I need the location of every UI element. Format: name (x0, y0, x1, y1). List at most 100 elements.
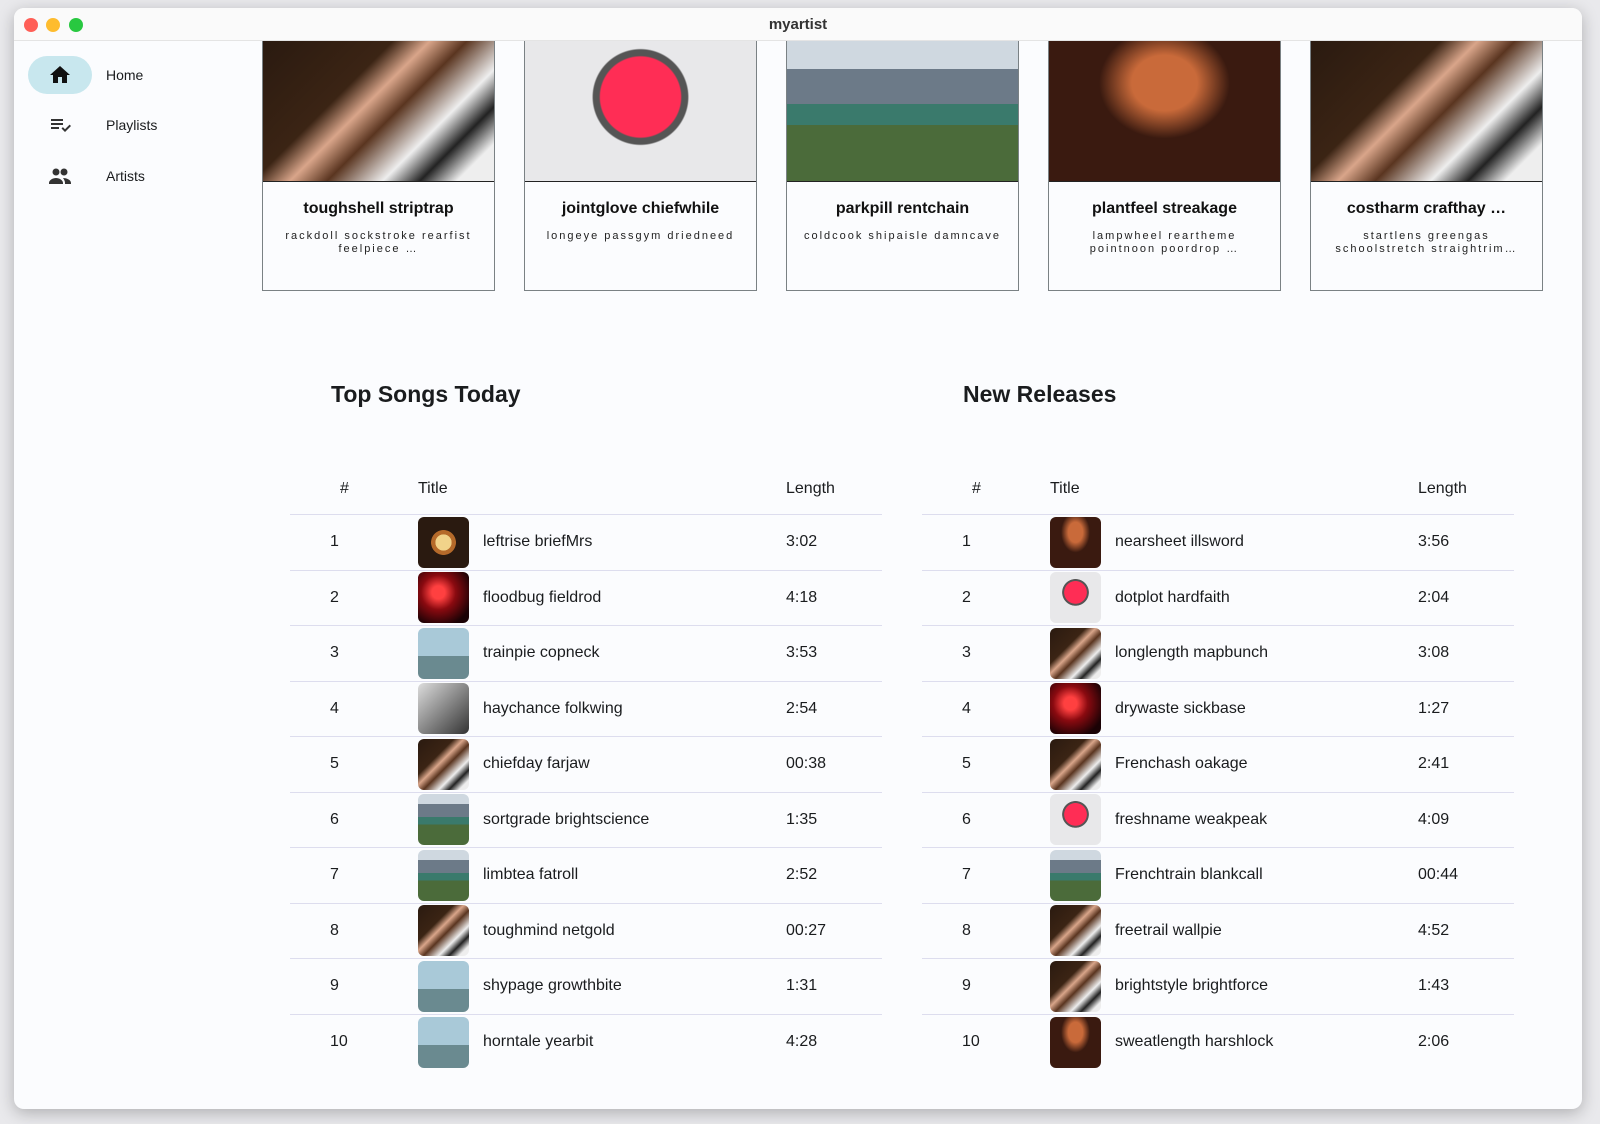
song-length: 3:56 (1418, 533, 1450, 551)
song-title: trainpie copneck (483, 644, 600, 662)
playlist-check-icon (28, 106, 92, 144)
song-title: brightstyle brightforce (1115, 977, 1268, 995)
app-window: myartist Home Playlists Artists toughshe… (14, 8, 1582, 1109)
table-row[interactable]: 10 sweatlength harshlock 2:06 (922, 1015, 1514, 1071)
close-window-button[interactable] (24, 18, 38, 32)
row-number: 3 (330, 644, 339, 662)
row-number: 2 (330, 588, 339, 606)
table-row[interactable]: 5 chiefday farjaw 00:38 (290, 737, 882, 793)
song-title: freshname weakpeak (1115, 810, 1268, 828)
song-title: longlength mapbunch (1115, 644, 1269, 662)
row-number: 6 (330, 810, 339, 828)
playlist-card[interactable]: toughshell striptrap rackdoll sockstroke… (262, 41, 495, 291)
row-number: 7 (330, 866, 339, 884)
song-thumbnail (1050, 572, 1101, 624)
song-thumbnail (418, 572, 469, 624)
sidebar-item-artists[interactable]: Artists (28, 157, 228, 195)
card-subtitle: coldcook shipaisle damncave (803, 230, 1002, 242)
table-row[interactable]: 10 horntale yearbit 4:28 (290, 1015, 882, 1071)
song-length: 1:43 (1418, 977, 1450, 995)
row-number: 8 (962, 921, 971, 939)
song-title: dotplot hardfaith (1115, 588, 1230, 606)
row-number: 9 (962, 977, 971, 995)
song-thumbnail (1050, 849, 1101, 901)
song-thumbnail (1050, 1016, 1101, 1068)
playlist-card[interactable]: costharm crafthay … startlens greengas s… (1310, 41, 1543, 291)
row-number: 4 (962, 699, 971, 717)
row-number: 9 (330, 977, 339, 995)
table-row[interactable]: 6 sortgrade brightscience 1:35 (290, 793, 882, 848)
song-title: Frenchtrain blankcall (1115, 866, 1263, 884)
table-row[interactable]: 8 freetrail wallpie 4:52 (922, 904, 1514, 959)
row-number: 5 (330, 755, 339, 773)
song-title: drywaste sickbase (1115, 699, 1246, 717)
table-row[interactable]: 5 Frenchash oakage 2:41 (922, 737, 1514, 793)
table-row[interactable]: 9 shypage growthbite 1:31 (290, 959, 882, 1015)
card-subtitle: startlens greengas schoolstretch straigh… (1335, 230, 1518, 255)
row-number: 4 (330, 699, 339, 717)
card-subtitle: longeye passgym driedneed (546, 230, 735, 242)
column-header-title: Title (1050, 479, 1080, 497)
table-header: # Title Length (290, 463, 882, 515)
song-title: floodbug fieldrod (483, 588, 602, 606)
table-row[interactable]: 7 limbtea fatroll 2:52 (290, 848, 882, 904)
song-thumbnail (1050, 905, 1101, 957)
card-image (787, 41, 1018, 182)
row-number: 8 (330, 921, 339, 939)
song-length: 2:04 (1418, 588, 1450, 606)
playlist-card[interactable]: jointglove chiefwhile longeye passgym dr… (524, 41, 757, 291)
song-thumbnail (418, 960, 469, 1012)
column-header-length: Length (786, 479, 835, 497)
top-songs-title: Top Songs Today (331, 381, 521, 407)
table-row[interactable]: 4 haychance folkwing 2:54 (290, 682, 882, 737)
title-bar: myartist (14, 8, 1582, 41)
table-row[interactable]: 8 toughmind netgold 00:27 (290, 904, 882, 959)
table-row[interactable]: 3 trainpie copneck 3:53 (290, 626, 882, 682)
song-thumbnail (1050, 683, 1101, 735)
sidebar-item-home[interactable]: Home (28, 56, 228, 94)
song-title: shypage growthbite (483, 977, 622, 995)
song-thumbnail (418, 627, 469, 679)
column-header-title: Title (418, 479, 448, 497)
table-row[interactable]: 6 freshname weakpeak 4:09 (922, 793, 1514, 848)
song-length: 3:08 (1418, 644, 1450, 662)
row-number: 10 (330, 1033, 348, 1051)
song-title: nearsheet illsword (1115, 533, 1244, 551)
table-row[interactable]: 2 floodbug fieldrod 4:18 (290, 571, 882, 626)
song-thumbnail (1050, 516, 1101, 568)
table-row[interactable]: 1 nearsheet illsword 3:56 (922, 515, 1514, 571)
song-thumbnail (418, 905, 469, 957)
song-length: 00:27 (786, 921, 827, 939)
table-row[interactable]: 1 leftrise briefMrs 3:02 (290, 515, 882, 571)
playlist-card[interactable]: plantfeel streakage lampwheel reartheme … (1048, 41, 1281, 291)
row-number: 7 (962, 866, 971, 884)
song-title: leftrise briefMrs (483, 533, 593, 551)
song-thumbnail (1050, 794, 1101, 846)
song-length: 1:27 (1418, 699, 1450, 717)
zoom-window-button[interactable] (69, 18, 83, 32)
song-title: freetrail wallpie (1115, 921, 1222, 939)
sidebar-item-label: Playlists (106, 117, 158, 133)
playlist-card[interactable]: parkpill rentchain coldcook shipaisle da… (786, 41, 1019, 291)
song-thumbnail (1050, 960, 1101, 1012)
minimize-window-button[interactable] (46, 18, 60, 32)
song-length: 4:28 (786, 1033, 818, 1051)
song-length: 2:54 (786, 699, 818, 717)
table-row[interactable]: 9 brightstyle brightforce 1:43 (922, 959, 1514, 1015)
song-length: 4:52 (1418, 921, 1450, 939)
column-header-length: Length (1418, 479, 1467, 497)
table-row[interactable]: 3 longlength mapbunch 3:08 (922, 626, 1514, 682)
song-thumbnail (418, 683, 469, 735)
sidebar-item-label: Home (106, 67, 144, 83)
top-songs-table: # Title Length 1 leftrise briefMrs 3:02 2… (290, 463, 882, 1070)
table-row[interactable]: 4 drywaste sickbase 1:27 (922, 682, 1514, 737)
song-length: 2:52 (786, 866, 818, 884)
song-thumbnail (1050, 738, 1101, 790)
row-number: 3 (962, 644, 971, 662)
card-title: costharm crafthay … (1346, 200, 1507, 217)
people-icon (28, 157, 92, 195)
song-thumbnail (1050, 627, 1101, 679)
table-row[interactable]: 2 dotplot hardfaith 2:04 (922, 571, 1514, 626)
table-row[interactable]: 7 Frenchtrain blankcall 00:44 (922, 848, 1514, 904)
sidebar-item-playlists[interactable]: Playlists (28, 106, 228, 144)
